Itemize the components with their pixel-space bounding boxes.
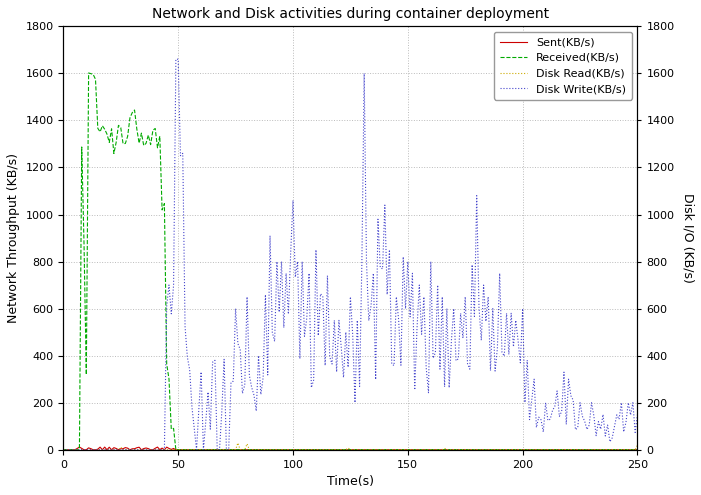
Received(KB/s) (59, 447, 67, 453)
Sent(KB/s) (75, 444, 83, 450)
Disk Read(KB/s) (401, 447, 409, 453)
Received(KB/s) (633, 447, 641, 453)
Sent(KB/s) (287, 447, 295, 453)
Received(KB/s) (323, 447, 332, 453)
Line: Disk Read(KB/s): Disk Read(KB/s) (63, 443, 637, 450)
Received(KB/s) (494, 447, 502, 453)
Disk Read(KB/s) (59, 447, 67, 453)
Disk Read(KB/s) (494, 447, 502, 453)
Disk Write(KB/s) (287, 249, 295, 255)
Disk Read(KB/s) (287, 447, 295, 453)
Legend: Sent(KB/s), Received(KB/s), Disk Read(KB/s), Disk Write(KB/s): Sent(KB/s), Received(KB/s), Disk Read(KB… (494, 32, 632, 99)
Line: Received(KB/s): Received(KB/s) (63, 73, 637, 450)
Received(KB/s) (84, 70, 93, 76)
Disk Read(KB/s) (323, 447, 332, 453)
Disk Write(KB/s) (323, 273, 332, 279)
X-axis label: Time(s): Time(s) (327, 475, 374, 488)
Disk Write(KB/s) (401, 306, 409, 312)
Received(KB/s) (287, 447, 295, 453)
Received(KB/s) (408, 447, 416, 453)
Y-axis label: Network Throughput (KB/s): Network Throughput (KB/s) (7, 153, 20, 323)
Sent(KB/s) (408, 447, 416, 453)
Sent(KB/s) (59, 447, 67, 453)
Disk Write(KB/s) (494, 346, 502, 351)
Disk Write(KB/s) (633, 411, 641, 417)
Received(KB/s) (401, 447, 409, 453)
Disk Read(KB/s) (449, 447, 458, 453)
Disk Write(KB/s) (59, 447, 67, 453)
Sent(KB/s) (401, 447, 409, 453)
Sent(KB/s) (494, 447, 502, 453)
Line: Disk Write(KB/s): Disk Write(KB/s) (63, 59, 637, 450)
Disk Read(KB/s) (408, 447, 416, 453)
Disk Write(KB/s) (449, 305, 458, 311)
Sent(KB/s) (449, 447, 458, 453)
Disk Read(KB/s) (233, 440, 242, 446)
Disk Write(KB/s) (172, 56, 180, 62)
Title: Network and Disk activities during container deployment: Network and Disk activities during conta… (152, 7, 549, 21)
Y-axis label: Disk I/O (KB/s): Disk I/O (KB/s) (681, 193, 694, 283)
Disk Read(KB/s) (633, 442, 641, 448)
Received(KB/s) (449, 447, 458, 453)
Disk Write(KB/s) (408, 270, 416, 276)
Sent(KB/s) (323, 447, 332, 453)
Line: Sent(KB/s): Sent(KB/s) (63, 447, 637, 450)
Sent(KB/s) (633, 447, 641, 453)
